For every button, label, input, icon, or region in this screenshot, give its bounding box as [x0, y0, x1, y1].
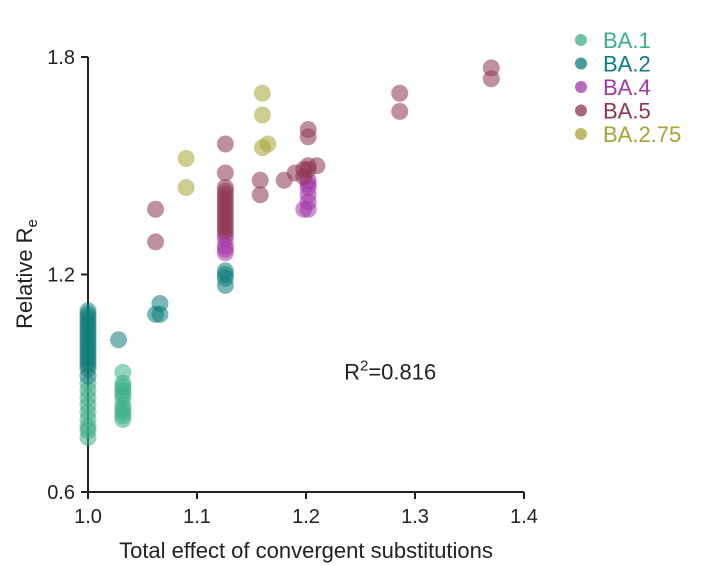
legend-label: BA.2: [603, 52, 651, 77]
data-point-ba-5: [299, 121, 317, 138]
r-squared-superscript: 2: [360, 357, 368, 374]
data-point-ba-2: [110, 331, 128, 349]
data-point-ba-2-75: [259, 135, 277, 153]
y-tick-label: 0.6: [47, 482, 75, 504]
data-point-ba-5: [216, 135, 234, 153]
axes: 1.0 1.1 1.2 1.3 1.4 0.6 1.2 1.8: [47, 47, 538, 528]
data-point-ba-5: [482, 59, 500, 77]
data-point-ba-2-75: [177, 179, 195, 196]
data-point-ba-2: [151, 295, 169, 312]
x-ticks: 1.0 1.1 1.2 1.3 1.4: [74, 492, 538, 528]
r-squared-value: =0.816: [368, 359, 436, 384]
x-tick-label: 1.2: [292, 506, 320, 528]
data-point-ba-2-75: [177, 150, 195, 167]
data-point-ba-2-75: [253, 106, 271, 124]
legend-marker: [575, 128, 587, 140]
legend-marker: [575, 81, 587, 93]
data-point-ba-5: [308, 157, 326, 175]
x-tick-label: 1.3: [401, 506, 429, 528]
data-point-ba-1: [114, 363, 132, 381]
data-point-ba-2: [216, 262, 234, 280]
x-axis-title: Total effect of convergent substitutions: [119, 538, 493, 563]
data-point-ba-2: [79, 302, 97, 320]
data-point-ba-5: [147, 233, 165, 251]
y-axis-title-subscript: e: [24, 219, 41, 227]
data-point-ba-2-75: [253, 84, 271, 102]
y-tick-label: 1.8: [47, 47, 75, 69]
y-axis-title-main: Relative R: [12, 227, 37, 328]
data-point-ba-5: [391, 102, 409, 120]
legend-label: BA.4: [603, 75, 651, 100]
legend: BA.1BA.2BA.4BA.5BA.2.75: [575, 28, 681, 147]
legend-marker: [575, 57, 587, 70]
legend-marker: [575, 34, 587, 46]
y-ticks: 0.6 1.2 1.8: [47, 47, 88, 504]
r-squared-prefix: R: [344, 359, 360, 384]
data-points: [79, 59, 500, 447]
r-squared-annotation: R2=0.816: [344, 357, 436, 384]
data-point-ba-5: [251, 186, 269, 204]
x-tick-label: 1.1: [183, 506, 211, 528]
x-tick-label: 1.0: [74, 506, 102, 528]
data-point-ba-5: [251, 171, 269, 189]
data-point-ba-5: [216, 164, 234, 182]
x-tick-label: 1.4: [510, 506, 538, 528]
data-point-ba-5: [147, 200, 165, 218]
legend-label: BA.1: [603, 28, 651, 53]
legend-label: BA.5: [603, 99, 651, 124]
y-axis-title: Relative Re: [12, 219, 41, 329]
legend-label: BA.2.75: [603, 122, 681, 147]
legend-marker: [575, 104, 587, 117]
data-point-ba-5: [391, 84, 409, 102]
y-tick-label: 1.2: [47, 265, 75, 287]
data-point-ba-5: [216, 179, 234, 196]
